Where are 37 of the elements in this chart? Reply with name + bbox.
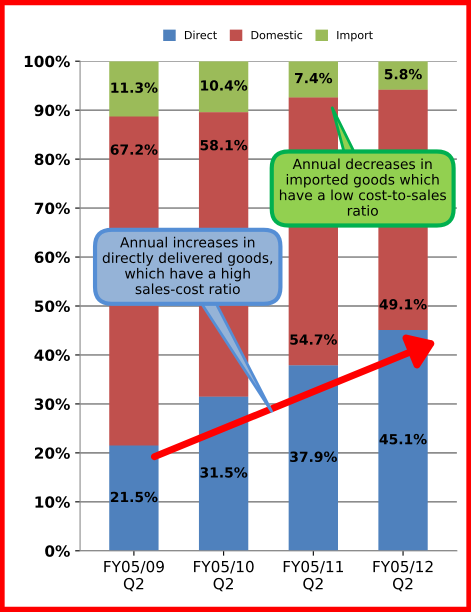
data-label: 58.1%: [200, 140, 248, 150]
y-tick-label: 40%: [34, 349, 70, 361]
y-tick-label: 90%: [34, 104, 70, 116]
bar: [198, 61, 248, 112]
y-tick-label: 60%: [34, 252, 70, 264]
y-tick-label: 30%: [34, 398, 70, 410]
y-tick-label: 80%: [34, 154, 70, 166]
x-tick-label: FY05/10 Q2: [194, 560, 254, 592]
data-label: 45.1%: [380, 434, 427, 444]
x-tick-label: FY05/09 Q2: [104, 560, 164, 592]
y-tick-label: 50%: [34, 300, 70, 312]
y-tick-label: 100%: [24, 56, 70, 68]
data-label: 37.9%: [290, 452, 337, 462]
x-tick-label: FY05/12 Q2: [373, 560, 433, 592]
data-label: 10.4%: [201, 80, 248, 91]
bar: [109, 61, 159, 117]
data-label: 5.8%: [384, 68, 422, 80]
data-label: 11.3%: [111, 82, 158, 93]
bar: [109, 446, 159, 551]
annotation: Annual increases in directly delivered goods, which have a high sales-cost ratio: [102, 236, 272, 294]
legend-label: Import: [337, 30, 373, 42]
y-tick-label: 10%: [36, 496, 70, 508]
annotation: Annual decreases in imported goods which have a low cost-to-sales ratio: [280, 158, 446, 216]
data-label: 67.2%: [110, 144, 158, 155]
data-label: 31.5%: [200, 467, 248, 478]
data-label: 54.7%: [290, 334, 337, 345]
x-tick-label: FY05/11 Q2: [284, 560, 343, 592]
y-tick-label: 70%: [34, 202, 70, 214]
y-tick-label: 20%: [34, 447, 70, 459]
bar: [288, 61, 338, 98]
data-label: 7.4%: [294, 72, 332, 84]
legend-label: Direct: [184, 30, 217, 40]
y-tick-label: 0%: [45, 545, 70, 557]
data-label: 21.5%: [110, 492, 158, 502]
data-label: 49.1%: [380, 299, 427, 310]
legend-label: Domestic: [252, 30, 302, 40]
bar: [288, 365, 338, 551]
